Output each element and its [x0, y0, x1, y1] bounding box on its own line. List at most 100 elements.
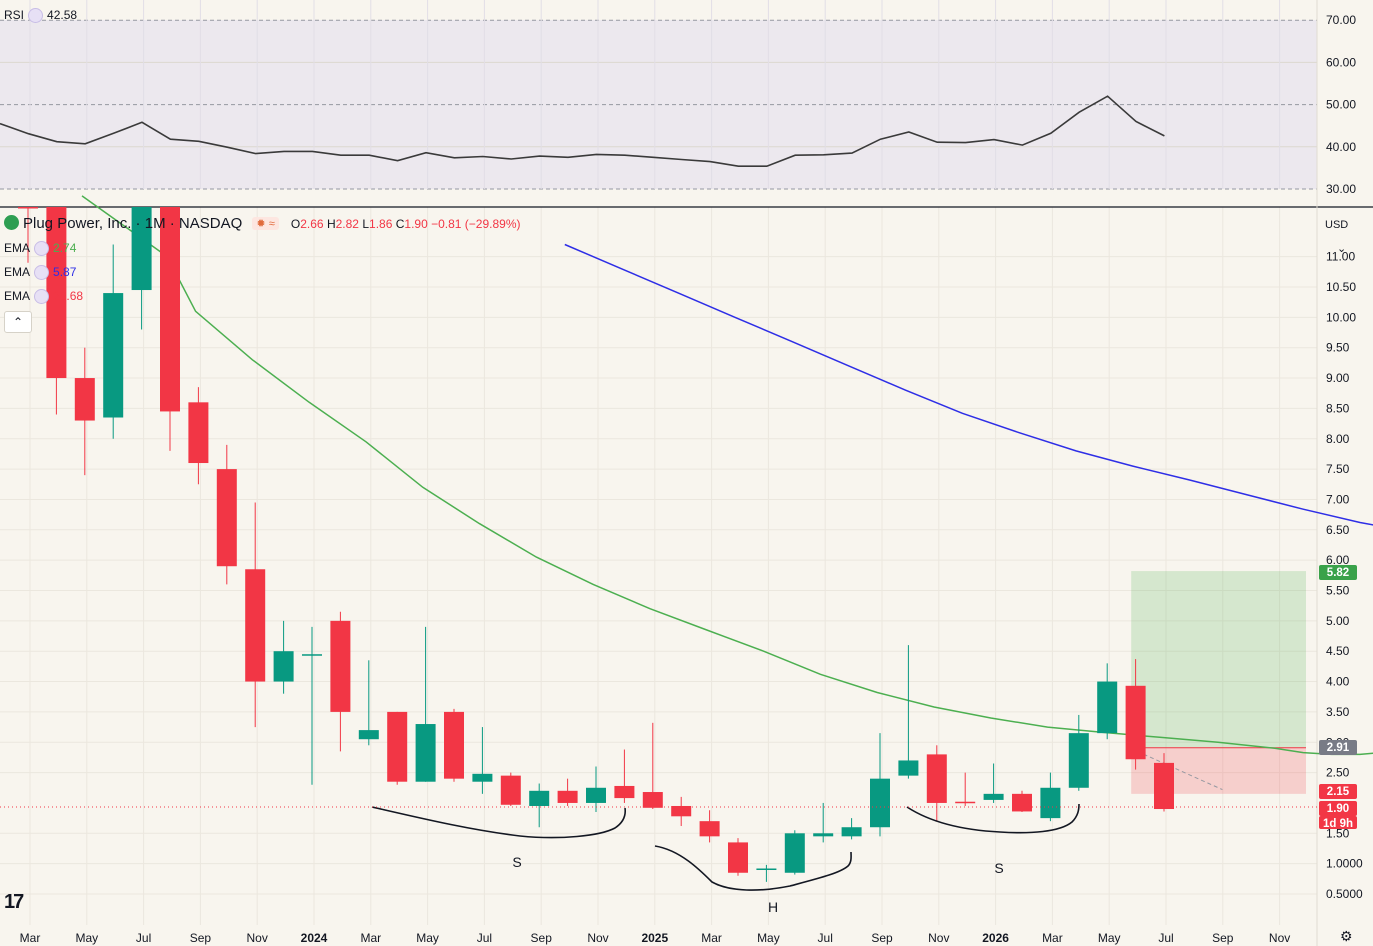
- pattern-label: S: [994, 860, 1003, 876]
- price-tick-label: 8.00: [1326, 432, 1350, 446]
- change-value: −0.81 (−29.89%): [431, 217, 521, 231]
- price-tick-label: 5.00: [1326, 614, 1350, 628]
- price-tick-label: 1.50: [1326, 826, 1350, 840]
- position-dash-line: [1136, 750, 1223, 791]
- candle: [586, 766, 606, 813]
- candle: [699, 810, 720, 843]
- candle-body: [160, 207, 180, 412]
- candle-body: [245, 569, 266, 682]
- candle: [500, 772, 521, 806]
- rsi-tick-label: 40.00: [1326, 140, 1356, 154]
- candle: [18, 207, 38, 263]
- candle: [898, 645, 919, 779]
- time-tick-label: Mar: [360, 931, 381, 945]
- ema-legend-2: EMA 5.87: [4, 265, 77, 281]
- price-tick-label: 4.00: [1326, 675, 1350, 689]
- chevron-up-icon[interactable]: ⌃: [4, 311, 32, 333]
- candle-body: [131, 207, 152, 291]
- candle: [103, 244, 124, 439]
- candle-body: [472, 773, 493, 782]
- candle-body: [415, 724, 436, 782]
- candle: [983, 763, 1004, 803]
- market-status-icon[interactable]: ✹ ≈: [252, 217, 279, 230]
- profit-zone: [1131, 571, 1306, 748]
- candles: [18, 207, 1174, 882]
- symbol-title[interactable]: Plug Power, Inc. · 1M · NASDAQ: [23, 215, 243, 232]
- currency-selector[interactable]: USD ⌄: [1320, 213, 1372, 255]
- candle: [1154, 753, 1174, 812]
- tradingview-logo-icon[interactable]: 17: [4, 891, 24, 913]
- candle: [216, 444, 237, 585]
- candle: [614, 749, 635, 803]
- time-tick-label: Nov: [928, 931, 949, 945]
- price-tick-label: 3.50: [1326, 705, 1350, 719]
- price-tag-bg: [1319, 816, 1357, 829]
- price-axis[interactable]: 70.00 60.00 50.00 40.00 30.00 11.00 10.50 10.00…: [1319, 13, 1363, 901]
- ohlc-readout: O2.66 H2.82 L1.86 C1.90 −0.81 (−29.89%): [291, 217, 521, 231]
- settings-circle-icon[interactable]: [34, 289, 50, 305]
- time-tick-label: Mar: [1042, 931, 1063, 945]
- rsi-label: RSI: [4, 8, 25, 22]
- time-tick-label: Nov: [587, 931, 608, 945]
- head-curve: [654, 845, 852, 891]
- time-tick-label: Sep: [1212, 931, 1234, 945]
- low-value: 1.86: [369, 217, 393, 231]
- candle: [46, 207, 67, 415]
- symbol-legend: Plug Power, Inc. · 1M · NASDAQ ✹ ≈ O2.66…: [4, 215, 521, 232]
- chevron-down-icon: ⌄: [1337, 243, 1347, 255]
- long-position-tool[interactable]: [1131, 571, 1306, 794]
- left-shoulder-curve: [371, 806, 627, 839]
- price-tag: 5.82: [1319, 565, 1357, 580]
- settings-circle-icon[interactable]: [34, 241, 50, 257]
- candle-body: [1125, 685, 1146, 760]
- price-tick-label: 2.50: [1326, 766, 1350, 780]
- time-tick-label: 2025: [641, 931, 668, 945]
- ema-value: 5.87: [53, 265, 77, 279]
- open-value: 2.66: [300, 217, 324, 231]
- time-tick-label: May: [1098, 931, 1121, 945]
- price-tag: 2.15: [1319, 784, 1357, 799]
- candle: [728, 838, 748, 876]
- rsi-line: [0, 95, 1165, 167]
- candle: [387, 711, 408, 785]
- ema-label: EMA: [4, 265, 31, 279]
- price-tick-label: 9.50: [1326, 341, 1350, 355]
- time-tick-label: May: [75, 931, 98, 945]
- gear-icon[interactable]: ⚙: [1340, 928, 1353, 944]
- candle: [302, 626, 322, 785]
- candle-body: [74, 378, 95, 421]
- candle-body: [841, 827, 862, 837]
- candle-body: [671, 805, 692, 817]
- head-shoulders-drawing[interactable]: S H S: [371, 803, 1080, 915]
- candle-body: [699, 821, 720, 837]
- candle-body: [188, 402, 209, 464]
- price-tag: 1.90: [1319, 801, 1357, 816]
- candle-body: [1040, 787, 1061, 819]
- candle-body: [642, 792, 663, 808]
- price-tick-label: 7.50: [1326, 462, 1350, 476]
- candle: [160, 207, 180, 451]
- time-tick-label: Sep: [190, 931, 212, 945]
- candle: [1068, 714, 1089, 791]
- settings-circle-icon[interactable]: [28, 8, 44, 24]
- price-tag-label: 1.90: [1327, 803, 1349, 815]
- symbol-logo-icon: [4, 215, 19, 230]
- price-tick-label: 10.50: [1326, 280, 1356, 294]
- pattern-label: H: [768, 899, 778, 915]
- ema-label: EMA: [4, 289, 31, 303]
- time-tick-label: Nov: [247, 931, 268, 945]
- candle-body: [444, 711, 464, 779]
- candle: [955, 772, 976, 806]
- time-axis[interactable]: Mar May Jul Sep Nov 2024 Mar May Jul Sep Nov 2025 Ma…: [20, 931, 1291, 945]
- candle-body: [216, 469, 237, 567]
- candle: [642, 722, 663, 810]
- candle-body: [1012, 793, 1032, 812]
- time-tick-label: Mar: [20, 931, 41, 945]
- ema-slow-line: [564, 243, 1373, 526]
- time-tick-label: Sep: [531, 931, 553, 945]
- candle-body: [387, 711, 408, 782]
- settings-circle-icon[interactable]: [34, 265, 50, 281]
- candle: [330, 611, 351, 752]
- candle-body: [614, 785, 635, 799]
